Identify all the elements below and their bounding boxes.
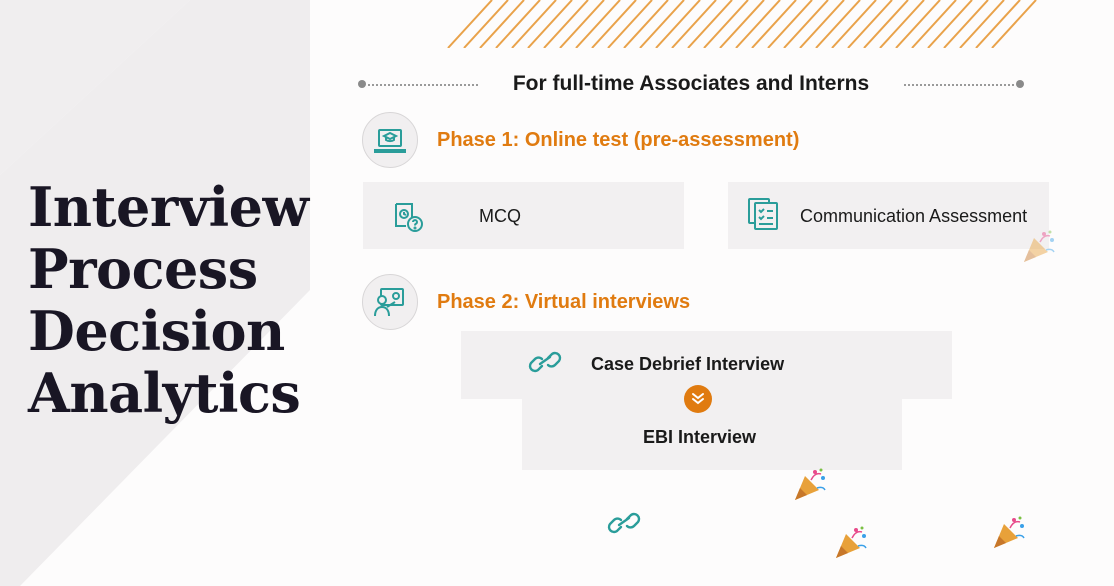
phase-2-label: Phase 2: Virtual interviews bbox=[437, 291, 691, 313]
heading-left-dot bbox=[358, 80, 366, 88]
heading-left-divider bbox=[368, 84, 478, 86]
chevron-down-icon bbox=[684, 385, 712, 413]
title-line-4: Analytics bbox=[28, 361, 301, 425]
presenter-board-icon bbox=[362, 274, 418, 330]
communication-assessment-label: Communication Assessment bbox=[800, 206, 1028, 226]
audience-heading: For full-time Associates and Interns bbox=[512, 72, 870, 95]
phase-1-label: Phase 1: Online test (pre-assessment) bbox=[437, 129, 800, 151]
case-debrief-label: Case Debrief Interview bbox=[591, 354, 785, 374]
slide-title: Interview Process Decision Analytics bbox=[28, 176, 309, 424]
ebi-interview-label: EBI Interview bbox=[643, 427, 757, 447]
documents-checklist-icon bbox=[748, 198, 778, 230]
audience-heading-row: For full-time Associates and Interns bbox=[358, 70, 1024, 100]
party-popper-icon bbox=[1024, 230, 1055, 262]
background-diagonal-shape bbox=[0, 0, 310, 586]
party-popper-icon bbox=[994, 516, 1025, 548]
link-chain-icon bbox=[528, 351, 562, 373]
title-line-2: Process bbox=[28, 237, 258, 301]
link-chain-icon bbox=[607, 512, 641, 534]
laptop-graduation-cap-icon bbox=[362, 112, 418, 168]
timer-question-icon bbox=[395, 203, 423, 232]
communication-assessment-card bbox=[728, 182, 1049, 249]
heading-right-dot bbox=[1016, 80, 1024, 88]
party-popper-icon bbox=[836, 526, 867, 558]
decorative-hatch-pattern bbox=[447, 0, 1037, 48]
title-line-3: Decision bbox=[28, 299, 285, 363]
mcq-label: MCQ bbox=[479, 206, 521, 226]
mcq-card bbox=[363, 182, 684, 249]
title-line-1: Interview bbox=[28, 175, 309, 239]
heading-right-divider bbox=[904, 84, 1014, 86]
party-popper-icon bbox=[795, 468, 826, 500]
ebi-interview-card bbox=[522, 399, 902, 470]
